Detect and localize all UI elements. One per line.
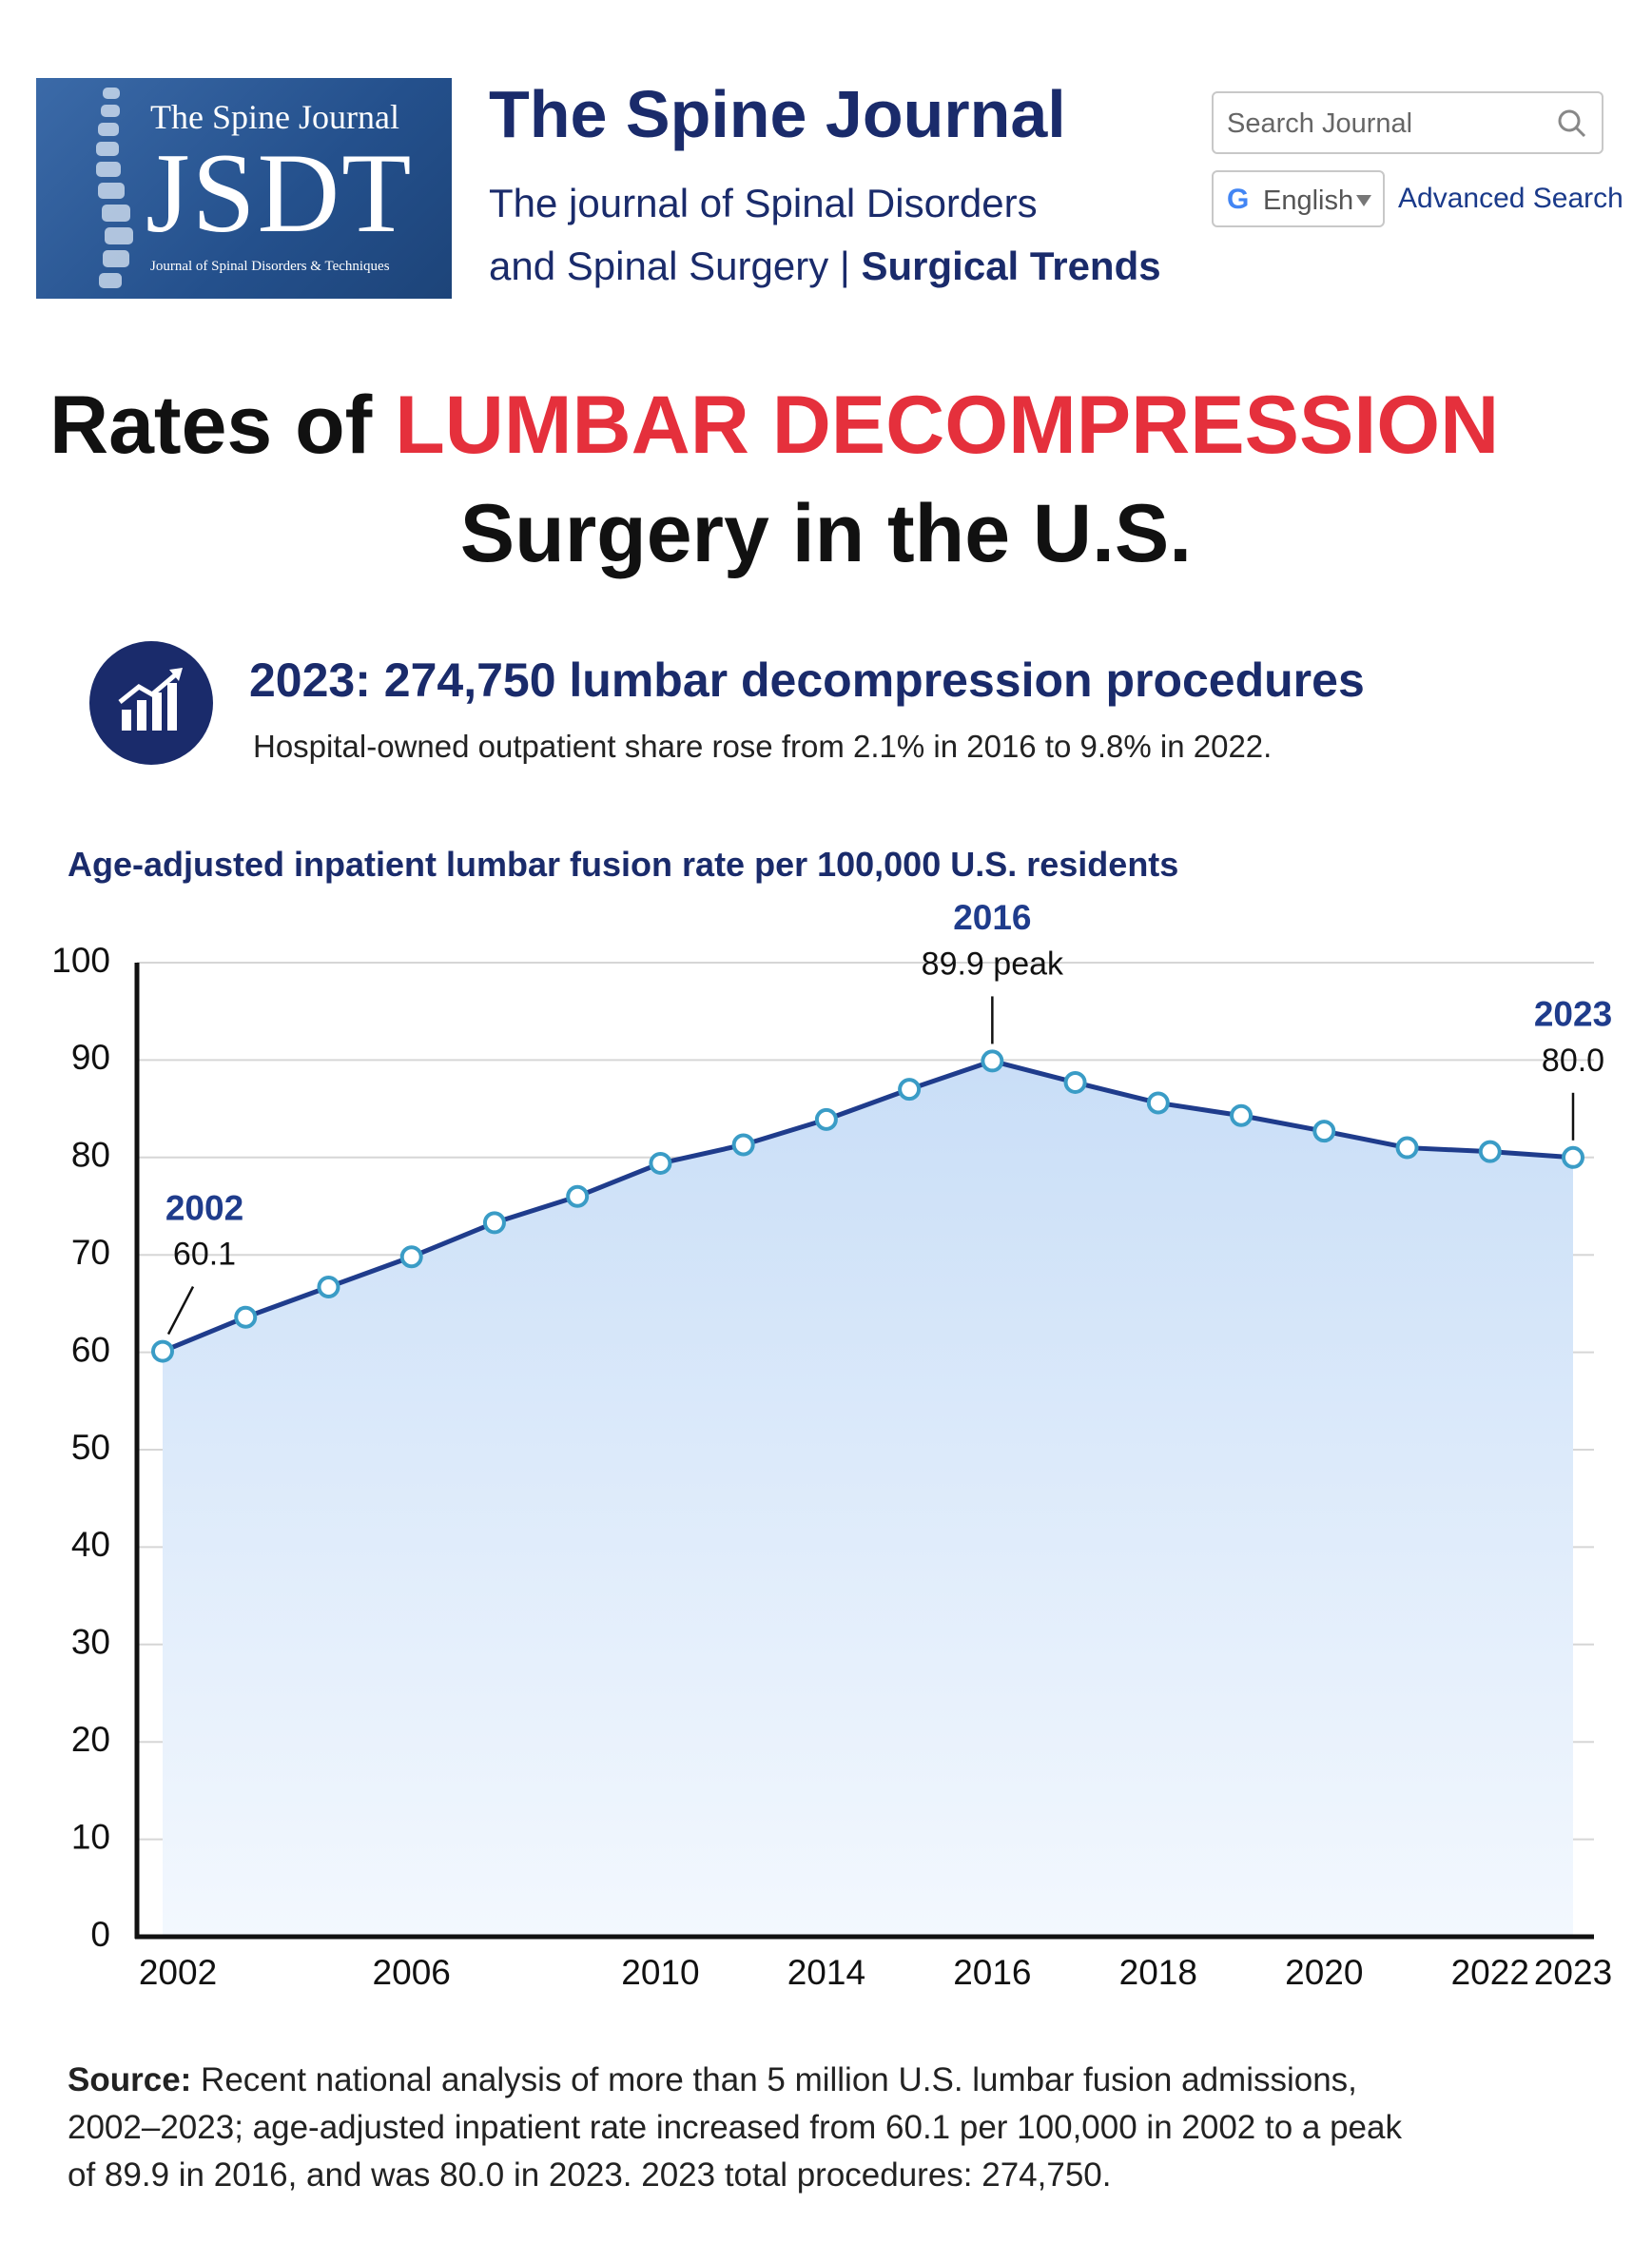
x-tick-label: 2016 [953,1953,1031,1992]
marker [566,1184,590,1208]
logo-acronym: JSDT [146,129,414,256]
journal-subtitle: and Spinal Surgery | Surgical Trends [489,244,1161,289]
dropdown-arrow [1356,195,1371,206]
logo-title: The Spine Journal [150,98,399,136]
language-select[interactable]: G English [1212,170,1385,227]
value-label: 80.0 [1542,1043,1604,1079]
area-fill [163,1061,1573,1937]
section-name[interactable]: Surgical Trends [861,244,1161,288]
x-tick-label: 2018 [1119,1953,1197,1992]
main-title: Surgery in the U.S. [459,488,1193,579]
value-label: 60.1 [173,1237,236,1273]
y-tick-label: 70 [71,1233,110,1272]
journal-logo[interactable]: The Spine Journal JSDT Journal of Spinal… [36,78,452,299]
x-tick-label: 2023 [1534,1953,1612,1992]
value-label: 89.9 peak [922,946,1064,982]
marker [1146,1091,1170,1115]
y-tick-label: 100 [51,941,110,980]
marker [981,1049,1004,1073]
marker [731,1133,755,1157]
language: English [1263,185,1354,216]
y-tick-label: 0 [90,1915,110,1954]
marker [1312,1120,1336,1143]
chart-title: Age-adjusted inpatient lumbar fusion rat… [68,845,1179,884]
stat-note: Hospital-owned outpatient share rose fro… [253,729,1273,764]
title-text: Rates of [49,380,373,471]
spine-icon [96,88,133,288]
logo-subtitle: Journal of Spinal Disorders & Techniques [150,259,390,274]
journal-title: The Spine Journal [489,77,1066,151]
point-label: 2016 [953,898,1031,937]
marker [1230,1103,1254,1127]
google-icon: G [1227,184,1250,215]
x-tick-label: 2020 [1285,1953,1363,1992]
y-tick-label: 20 [71,1720,110,1759]
marker [151,1339,174,1363]
marker [1562,1145,1584,1169]
x-tick-label: 2014 [787,1953,865,1992]
y-tick-label: 40 [71,1525,110,1564]
point-label: 2023 [1534,995,1612,1034]
journal-subtitle: The journal of Spinal Disorders [489,181,1038,225]
y-tick-label: 50 [71,1428,110,1467]
line [162,1058,1574,1354]
marker [1063,1070,1087,1094]
x-tick-label: 2022 [1451,1953,1529,1992]
y-tick-label: 60 [71,1330,110,1369]
marker [399,1245,423,1269]
source-label: Source: [68,2061,192,2098]
marker [1478,1140,1502,1163]
marker [898,1078,922,1102]
marker [814,1107,838,1131]
advanced-search[interactable]: Advanced Search [1398,183,1623,214]
chart: 0 10 20 30 40 50 60 70 80 90 100 60.1 2002 89.9 peak 2… [51,898,1612,1992]
source-text: Recent national analysis of more than 5 … [68,2061,1402,2194]
marker [234,1305,258,1329]
search-box[interactable]: Search Journal [1212,91,1603,154]
separator: | [839,244,850,288]
marker [317,1275,340,1298]
x-tick-label: 2010 [621,1953,699,1992]
y-tick-label: 90 [71,1038,110,1077]
stat-headline: 2023: 274,750 lumbar decompression proce… [249,654,1365,707]
y-tick-label: 10 [71,1817,110,1856]
search-placeholder: Search Journal [1227,108,1413,139]
x-tick-label: 2002 [139,1953,217,1992]
marker [1395,1136,1419,1160]
main-title: Rates of LUMBAR DECOMPRESSION [49,379,1499,473]
search-icon[interactable] [1556,107,1588,140]
y-tick-label: 80 [71,1136,110,1175]
subtitle-text: and Spinal Surgery [489,244,829,288]
marker [482,1211,506,1235]
y-tick-label: 30 [71,1623,110,1662]
title-highlight: LUMBAR DECOMPRESSION [395,380,1500,471]
stat-icon [89,641,213,765]
marker [649,1151,672,1175]
x-tick-label: 2006 [373,1953,451,1992]
source-note: Source: Recent national analysis of more… [68,2057,1437,2199]
point-label: 2002 [165,1188,243,1227]
leader-line [166,1285,195,1336]
